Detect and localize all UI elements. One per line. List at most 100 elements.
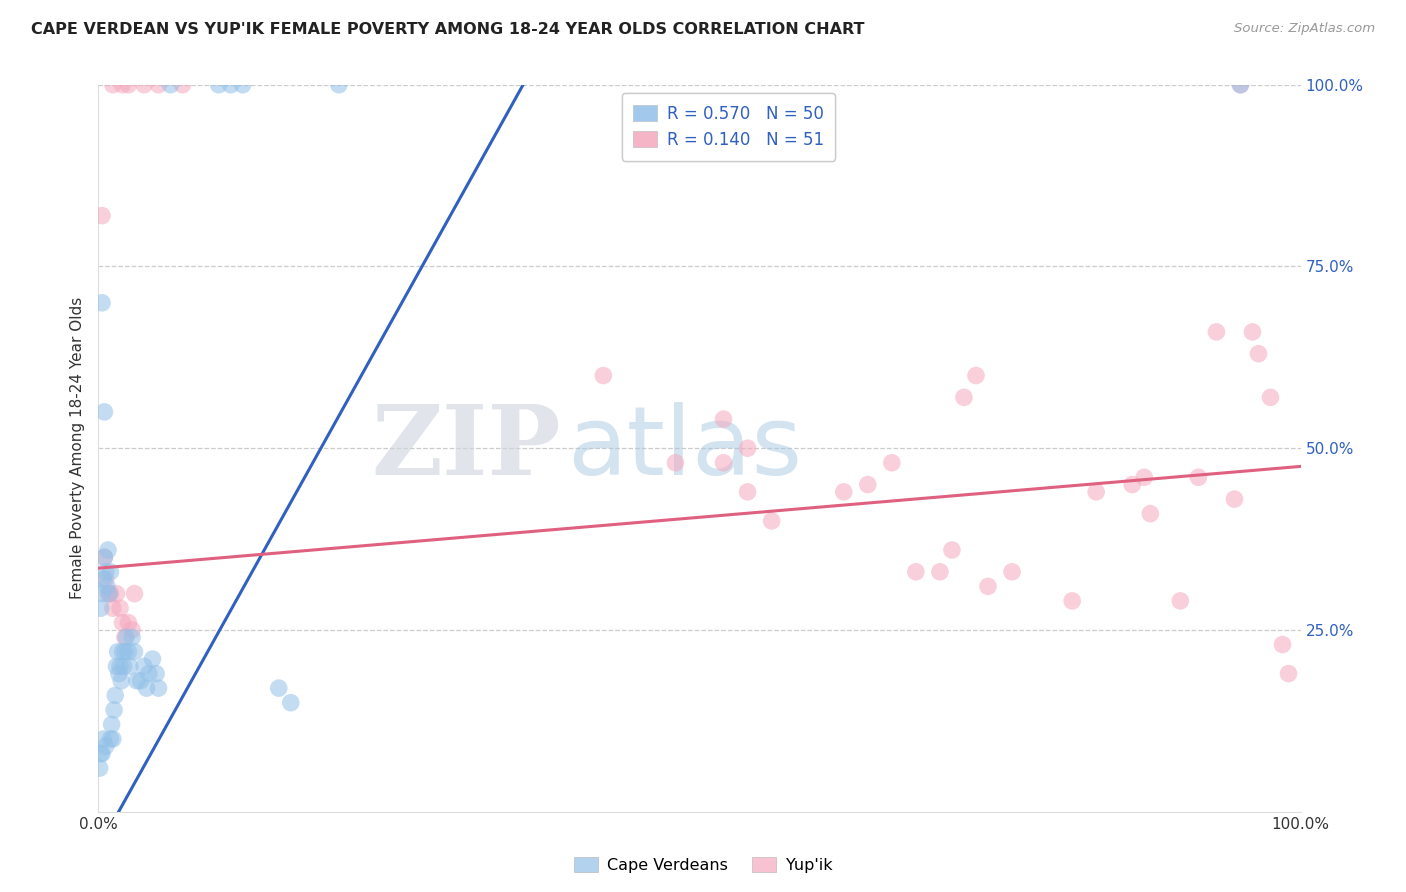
Point xyxy=(713,412,735,426)
Point xyxy=(105,587,128,601)
Y-axis label: Female Poverty Among 18-24 Year Olds: Female Poverty Among 18-24 Year Olds xyxy=(69,297,84,599)
Point xyxy=(1277,666,1299,681)
Point xyxy=(1247,347,1270,361)
Point xyxy=(100,565,122,579)
Point xyxy=(101,78,124,92)
Text: CAPE VERDEAN VS YUP'IK FEMALE POVERTY AMONG 18-24 YEAR OLDS CORRELATION CHART: CAPE VERDEAN VS YUP'IK FEMALE POVERTY AM… xyxy=(31,22,865,37)
Point xyxy=(1170,594,1192,608)
Point xyxy=(1271,638,1294,652)
Point xyxy=(1187,470,1209,484)
Point xyxy=(91,209,114,223)
Point xyxy=(91,731,114,746)
Point xyxy=(121,630,143,644)
Point xyxy=(94,739,117,754)
Point xyxy=(98,587,121,601)
Point xyxy=(135,681,157,695)
Point xyxy=(97,587,120,601)
Point xyxy=(132,659,155,673)
Point xyxy=(1205,325,1227,339)
Point xyxy=(1085,484,1108,499)
Point xyxy=(125,673,148,688)
Point xyxy=(138,666,160,681)
Point xyxy=(267,681,290,695)
Point xyxy=(328,78,350,92)
Point xyxy=(117,78,139,92)
Point xyxy=(103,703,125,717)
Point xyxy=(93,550,115,565)
Point xyxy=(904,565,927,579)
Point xyxy=(89,761,111,775)
Point xyxy=(280,696,302,710)
Point xyxy=(941,543,963,558)
Point xyxy=(928,565,950,579)
Point xyxy=(124,645,146,659)
Point xyxy=(953,390,976,404)
Point xyxy=(93,405,115,419)
Point xyxy=(110,673,132,688)
Point xyxy=(148,78,170,92)
Point xyxy=(90,601,112,615)
Point xyxy=(100,717,122,731)
Legend: R = 0.570   N = 50, R = 0.140   N = 51: R = 0.570 N = 50, R = 0.140 N = 51 xyxy=(621,93,835,161)
Point xyxy=(108,666,131,681)
Point xyxy=(832,484,855,499)
Point xyxy=(108,601,131,615)
Point xyxy=(219,78,242,92)
Point xyxy=(977,579,1000,593)
Point xyxy=(93,550,115,565)
Point xyxy=(880,456,903,470)
Point xyxy=(856,477,879,491)
Point xyxy=(104,689,127,703)
Point xyxy=(1241,325,1264,339)
Point xyxy=(94,565,117,579)
Point xyxy=(111,78,134,92)
Point xyxy=(761,514,783,528)
Point xyxy=(737,484,759,499)
Point xyxy=(232,78,254,92)
Point xyxy=(107,645,129,659)
Point xyxy=(112,659,135,673)
Point xyxy=(1139,507,1161,521)
Point xyxy=(117,645,139,659)
Point xyxy=(97,543,120,558)
Point xyxy=(148,681,170,695)
Point xyxy=(208,78,231,92)
Point xyxy=(159,78,181,92)
Text: atlas: atlas xyxy=(567,401,803,495)
Point xyxy=(101,731,124,746)
Point xyxy=(713,456,735,470)
Point xyxy=(965,368,987,383)
Point xyxy=(737,442,759,455)
Point xyxy=(124,587,146,601)
Point xyxy=(132,78,155,92)
Point xyxy=(141,652,163,666)
Point xyxy=(108,659,131,673)
Point xyxy=(1062,594,1084,608)
Legend: Cape Verdeans, Yup'ik: Cape Verdeans, Yup'ik xyxy=(568,851,838,880)
Point xyxy=(172,78,194,92)
Point xyxy=(91,296,114,310)
Point xyxy=(592,368,614,383)
Point xyxy=(664,456,686,470)
Point xyxy=(117,615,139,630)
Point xyxy=(100,731,122,746)
Point xyxy=(96,579,118,593)
Point xyxy=(91,572,114,586)
Point xyxy=(91,747,114,761)
Point xyxy=(105,659,128,673)
Point xyxy=(1133,470,1156,484)
Point xyxy=(94,572,117,586)
Point xyxy=(1121,477,1143,491)
Point xyxy=(145,666,167,681)
Point xyxy=(114,645,136,659)
Point xyxy=(114,630,136,644)
Point xyxy=(1001,565,1024,579)
Point xyxy=(121,623,143,637)
Point xyxy=(1229,78,1251,92)
Point xyxy=(129,673,152,688)
Point xyxy=(100,587,122,601)
Text: Source: ZipAtlas.com: Source: ZipAtlas.com xyxy=(1234,22,1375,36)
Point xyxy=(111,615,134,630)
Point xyxy=(111,645,134,659)
Text: ZIP: ZIP xyxy=(371,401,561,495)
